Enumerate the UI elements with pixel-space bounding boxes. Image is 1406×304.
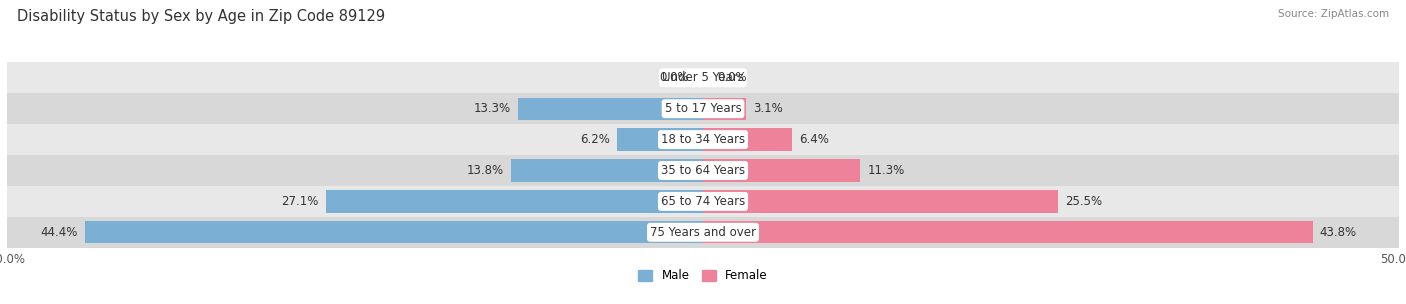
Text: 11.3%: 11.3%: [868, 164, 904, 177]
Text: 65 to 74 Years: 65 to 74 Years: [661, 195, 745, 208]
Text: 27.1%: 27.1%: [281, 195, 319, 208]
Text: Under 5 Years: Under 5 Years: [662, 71, 744, 84]
Text: 5 to 17 Years: 5 to 17 Years: [665, 102, 741, 115]
Bar: [703, 98, 747, 120]
Bar: [703, 221, 1313, 244]
Text: 25.5%: 25.5%: [1064, 195, 1102, 208]
Bar: [703, 129, 792, 151]
Text: 43.8%: 43.8%: [1320, 226, 1357, 239]
Bar: [7, 217, 1399, 248]
Text: 3.1%: 3.1%: [754, 102, 783, 115]
Text: 0.0%: 0.0%: [717, 71, 747, 84]
Bar: [84, 221, 703, 244]
Legend: Male, Female: Male, Female: [636, 267, 770, 285]
Bar: [326, 190, 703, 212]
Text: Source: ZipAtlas.com: Source: ZipAtlas.com: [1278, 9, 1389, 19]
Text: 75 Years and over: 75 Years and over: [650, 226, 756, 239]
Text: 13.8%: 13.8%: [467, 164, 503, 177]
Text: 18 to 34 Years: 18 to 34 Years: [661, 133, 745, 146]
Bar: [703, 190, 1057, 212]
Bar: [510, 159, 703, 181]
Text: 0.0%: 0.0%: [659, 71, 689, 84]
Bar: [617, 129, 703, 151]
Bar: [7, 186, 1399, 217]
Text: 6.4%: 6.4%: [799, 133, 830, 146]
Text: 13.3%: 13.3%: [474, 102, 510, 115]
Text: 44.4%: 44.4%: [41, 226, 77, 239]
Text: Disability Status by Sex by Age in Zip Code 89129: Disability Status by Sex by Age in Zip C…: [17, 9, 385, 24]
Bar: [7, 155, 1399, 186]
Bar: [7, 124, 1399, 155]
Bar: [517, 98, 703, 120]
Bar: [7, 62, 1399, 93]
Text: 6.2%: 6.2%: [579, 133, 610, 146]
Bar: [703, 159, 860, 181]
Text: 35 to 64 Years: 35 to 64 Years: [661, 164, 745, 177]
Bar: [7, 93, 1399, 124]
